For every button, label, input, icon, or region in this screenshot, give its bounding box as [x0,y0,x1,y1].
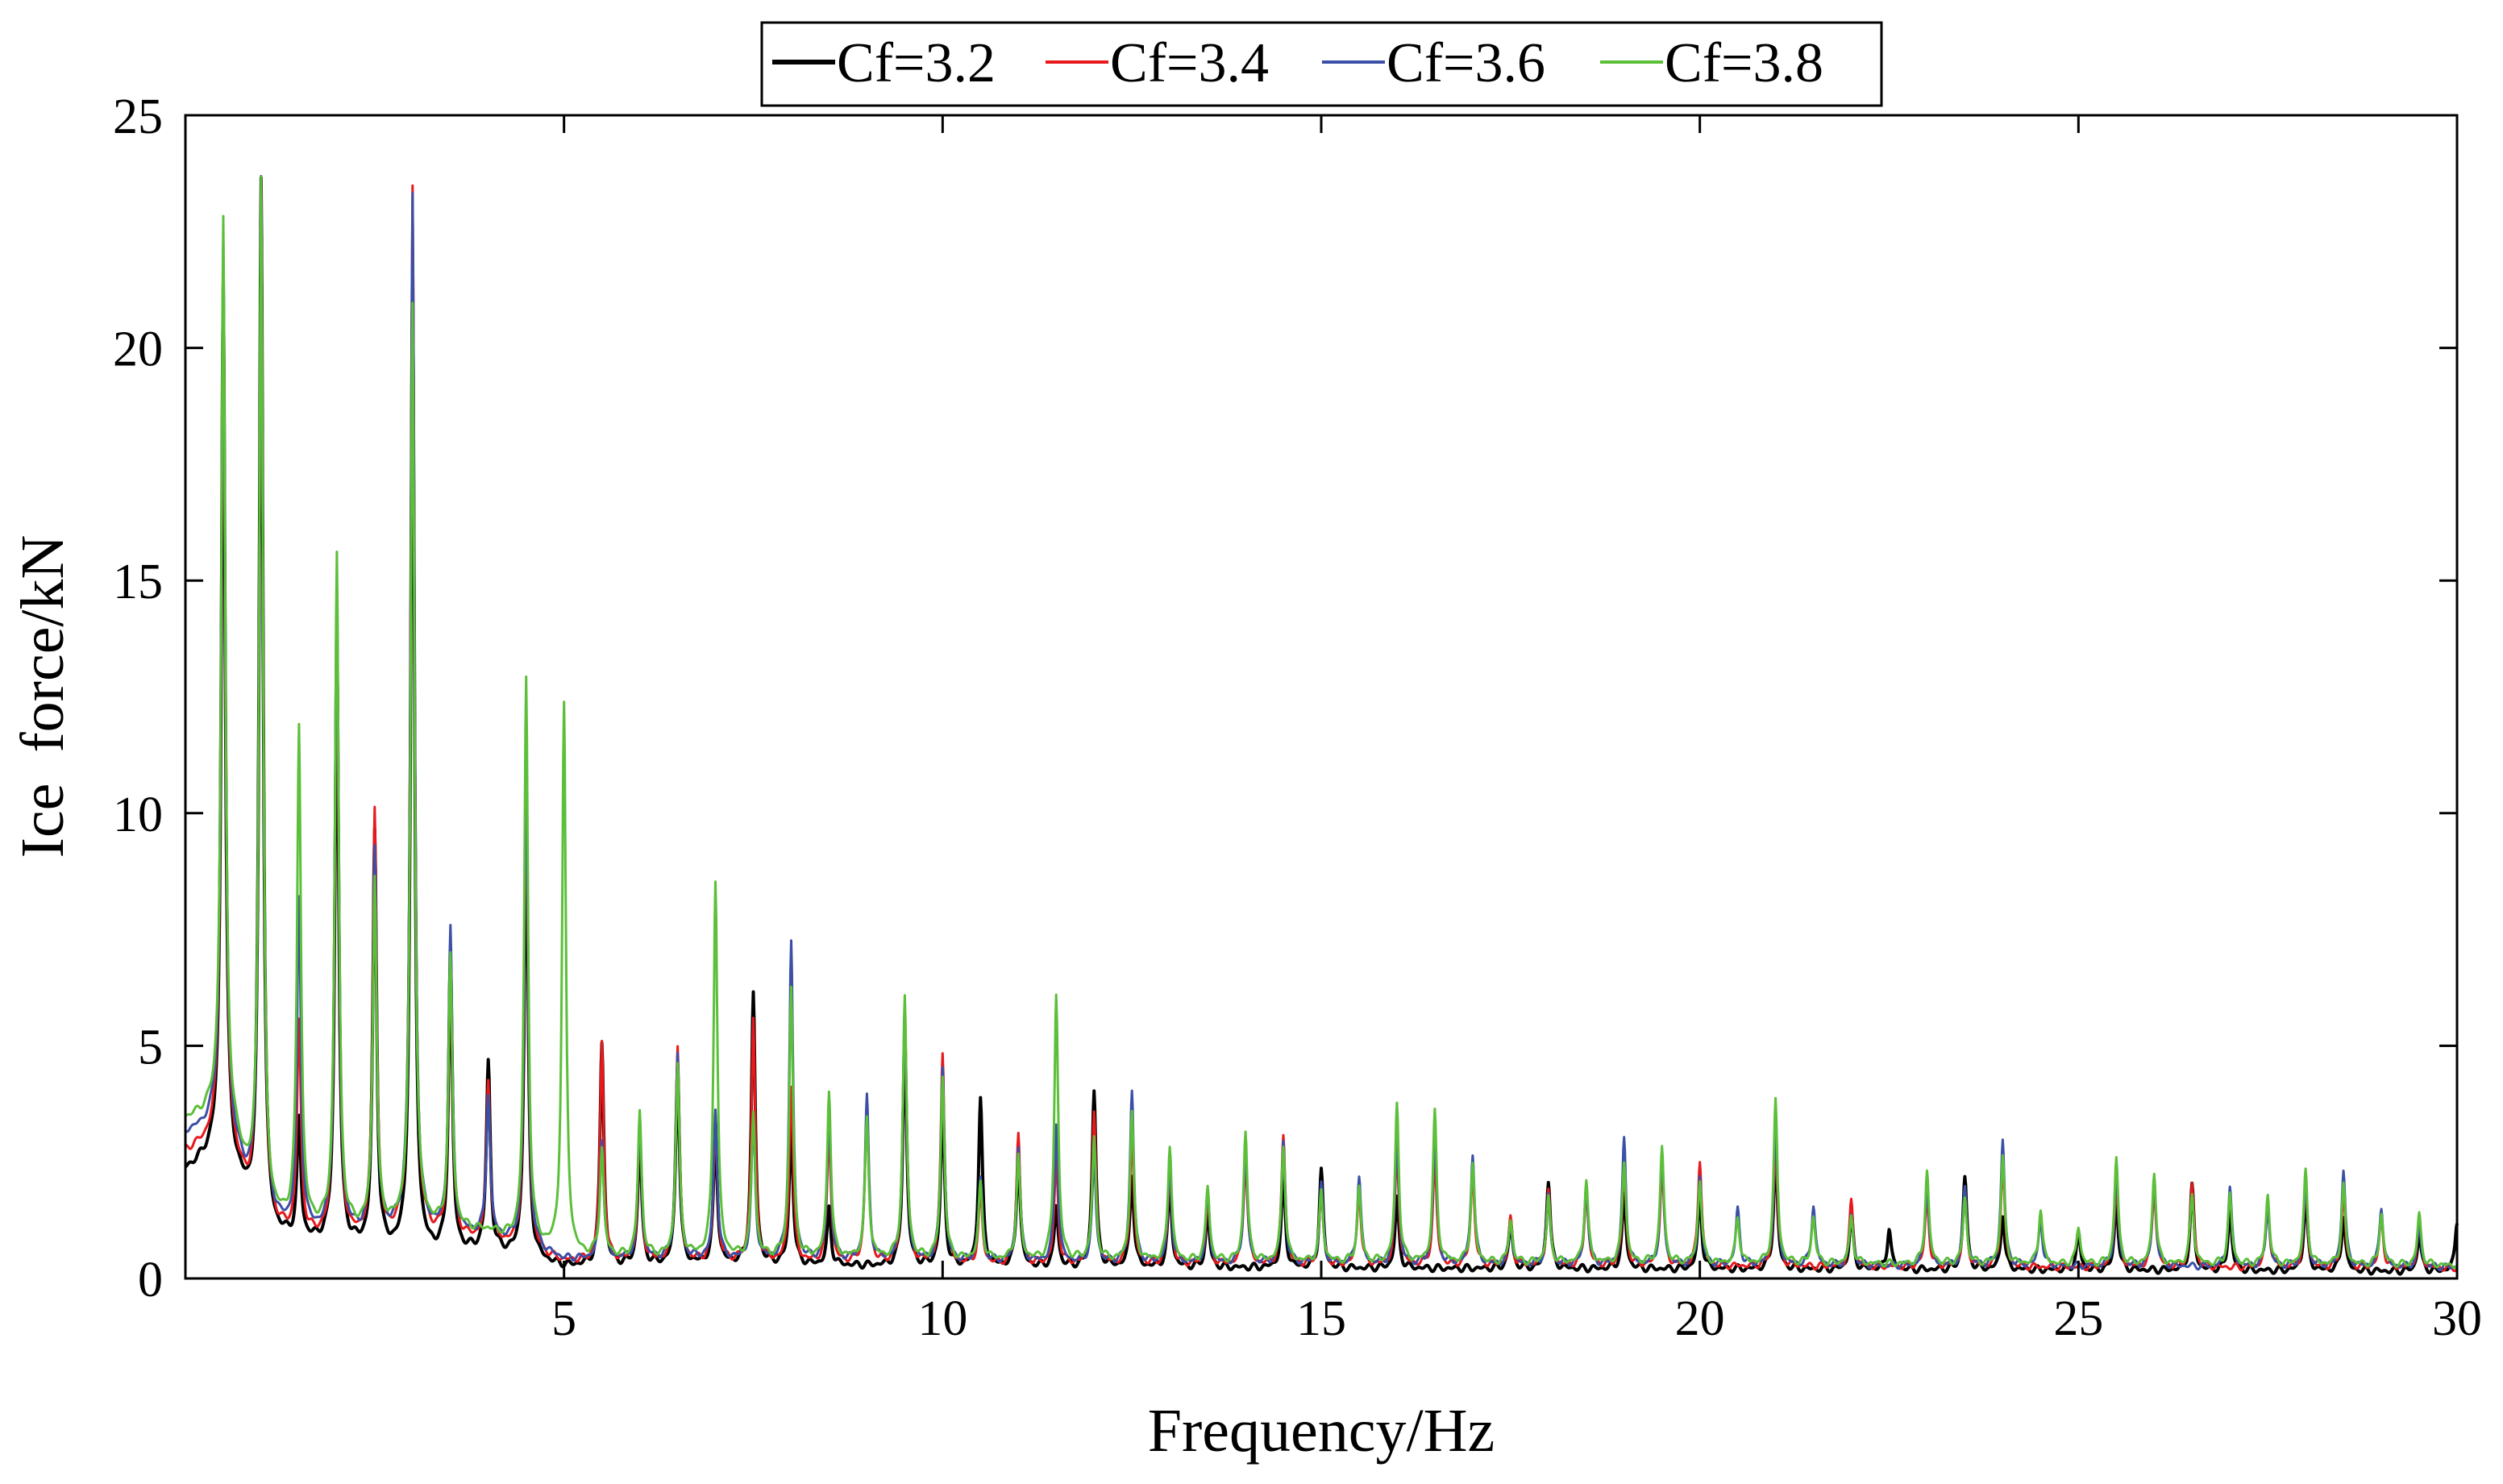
x-tick-label: 10 [917,1291,967,1346]
y-tick-label: 20 [113,322,163,377]
y-tick-label: 25 [113,89,163,144]
x-tick-label: 25 [2053,1291,2103,1346]
legend-label-2: Cf=3.4 [1110,32,1269,94]
ticks-layer [185,114,2459,1280]
tick-labels-layer: 5 10 15 20 25 30 0 5 10 15 20 25 [113,89,2482,1346]
legend-label-4: Cf=3.8 [1665,32,1823,94]
legend-entries: Cf=3.2 Cf=3.4 Cf=3.6 Cf=3.8 [772,32,1823,94]
x-tick-label: 5 [551,1291,576,1346]
x-tick-label: 30 [2432,1291,2482,1346]
x-axis-title: Frequency/Hz [1148,1397,1495,1465]
legend-label-1: Cf=3.2 [837,32,996,94]
y-tick-label: 0 [138,1253,163,1307]
y-tick-label: 5 [138,1020,163,1075]
legend-label-3: Cf=3.6 [1387,32,1545,94]
y-tick-label: 10 [113,788,163,842]
legend-box [760,21,1883,107]
y-axis-title: Ice force/kN [9,535,77,858]
x-tick-label: 20 [1675,1291,1725,1346]
y-tick-label: 15 [113,555,163,609]
x-tick-label: 15 [1296,1291,1346,1346]
legend: Cf=3.2 Cf=3.4 Cf=3.6 Cf=3.8 [760,21,1883,107]
series-line-4 [185,175,2459,1270]
